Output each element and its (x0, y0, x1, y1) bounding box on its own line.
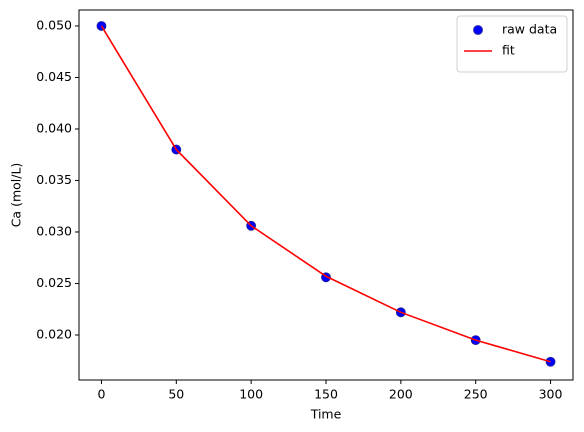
x-tick-label: 0 (97, 387, 105, 402)
legend-box (456, 15, 568, 73)
legend-label: raw data (502, 22, 557, 37)
legend-label: fit (502, 43, 515, 58)
y-axis-label: Ca (mol/L) (9, 163, 24, 228)
y-tick-label: 0.050 (36, 17, 72, 32)
x-tick-label: 150 (314, 387, 338, 402)
x-tick-label: 300 (539, 387, 563, 402)
legend-marker (473, 25, 483, 35)
y-tick-label: 0.040 (36, 120, 72, 135)
y-tick-label: 0.025 (36, 275, 72, 290)
y-tick-label: 0.030 (36, 223, 72, 238)
x-axis-label: Time (310, 407, 342, 422)
x-tick-label: 250 (464, 387, 488, 402)
x-tick-label: 50 (168, 387, 184, 402)
y-tick-label: 0.020 (36, 326, 72, 341)
x-tick-label: 200 (389, 387, 413, 402)
fit-line (100, 25, 551, 363)
plot-frame (78, 9, 574, 381)
x-tick-label: 100 (239, 387, 263, 402)
y-tick-label: 0.035 (36, 172, 72, 187)
y-tick-label: 0.045 (36, 69, 72, 84)
